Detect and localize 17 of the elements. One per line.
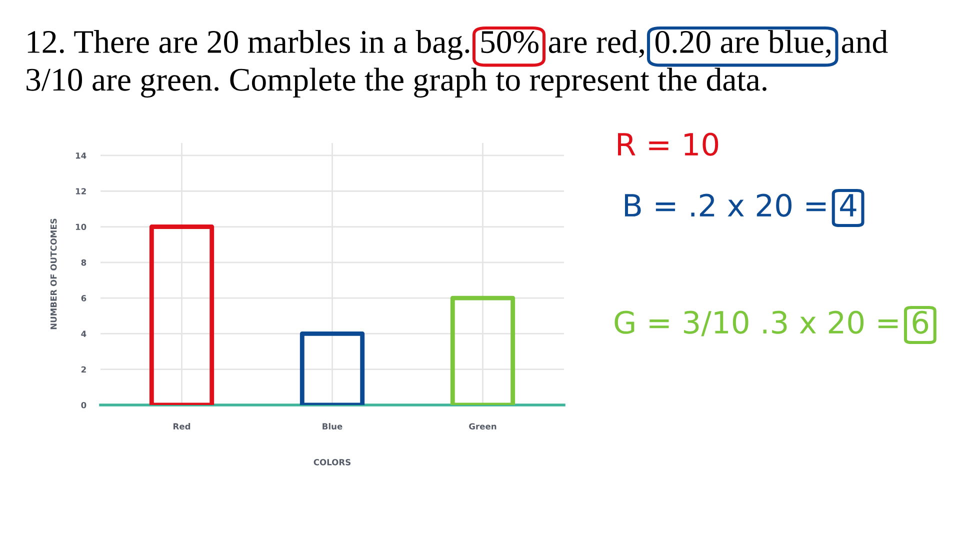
y-tick-label: 12 — [76, 188, 86, 194]
x-tick-label: Red — [174, 423, 190, 430]
y-tick-label: 14 — [76, 152, 86, 159]
chart-title: 12. There are 20 marbles in a bag. 50% are red, 0.20 are blue, and 3/10 are green. Complete the graph to represent the data. — [26, 30, 888, 98]
x-axis-title: COLORS — [314, 459, 350, 466]
y-tick-label: 0 — [81, 402, 86, 408]
y-tick-label: 8 — [81, 259, 86, 266]
y-tick-label: 10 — [76, 224, 86, 230]
text: G = 3/10 .3 x 20 = 6 — [614, 310, 928, 336]
y-axis-title: NUMBER OF OUTCOMES — [50, 218, 57, 330]
text: B = .2 x 20 = 4 — [625, 194, 856, 217]
x-tick-label: Blue — [322, 423, 342, 430]
y-tick-label: 4 — [81, 330, 86, 337]
y-tick-label: 6 — [81, 295, 86, 302]
x-tick-label: Green — [469, 423, 496, 430]
text: R = 10 — [618, 132, 718, 156]
y-tick-label: 2 — [81, 366, 86, 373]
